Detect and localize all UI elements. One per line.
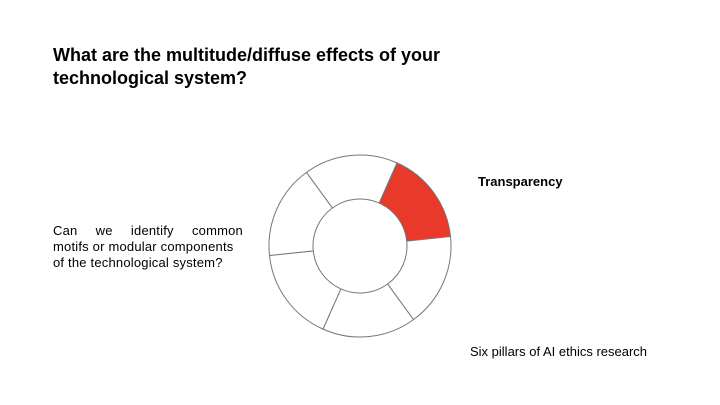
question-text: Can we identify common motifs or modular… <box>53 223 243 271</box>
slide-title-line-2: technological system? <box>53 68 248 88</box>
diagram-caption: Six pillars of AI ethics research <box>470 344 648 359</box>
question-line-2: motifs or modular components <box>53 239 234 254</box>
slide-title: What are the multitude/diffuse effects o… <box>53 44 493 90</box>
ring-segment <box>305 154 398 209</box>
question-line-3: of the technological system? <box>53 255 223 270</box>
pillar-label-transparency: Transparency <box>478 174 563 189</box>
question-line-1: Can we identify common <box>53 223 243 238</box>
slide-title-line-1: What are the multitude/diffuse effects o… <box>53 45 441 65</box>
